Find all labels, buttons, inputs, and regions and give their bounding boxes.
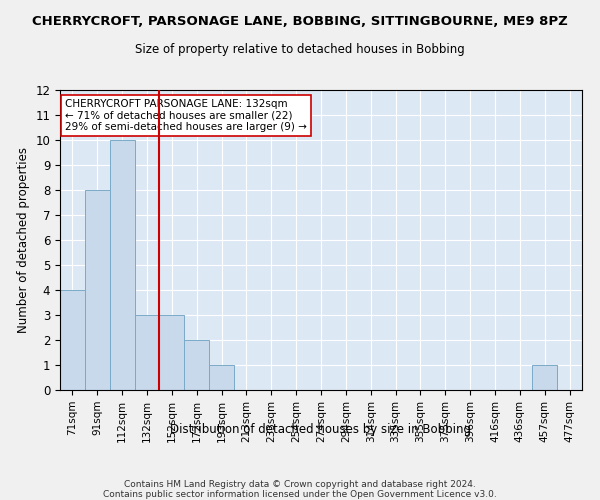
- Text: CHERRYCROFT PARSONAGE LANE: 132sqm
← 71% of detached houses are smaller (22)
29%: CHERRYCROFT PARSONAGE LANE: 132sqm ← 71%…: [65, 99, 307, 132]
- Bar: [160, 315, 184, 390]
- Bar: [60, 290, 85, 390]
- Bar: [184, 340, 209, 390]
- Bar: [85, 190, 110, 390]
- Bar: [134, 315, 160, 390]
- Text: Contains HM Land Registry data © Crown copyright and database right 2024.
Contai: Contains HM Land Registry data © Crown c…: [103, 480, 497, 500]
- Text: Distribution of detached houses by size in Bobbing: Distribution of detached houses by size …: [170, 422, 472, 436]
- Y-axis label: Number of detached properties: Number of detached properties: [17, 147, 30, 333]
- Bar: [110, 140, 134, 390]
- Text: Size of property relative to detached houses in Bobbing: Size of property relative to detached ho…: [135, 42, 465, 56]
- Bar: [209, 365, 234, 390]
- Text: CHERRYCROFT, PARSONAGE LANE, BOBBING, SITTINGBOURNE, ME9 8PZ: CHERRYCROFT, PARSONAGE LANE, BOBBING, SI…: [32, 15, 568, 28]
- Bar: [532, 365, 557, 390]
